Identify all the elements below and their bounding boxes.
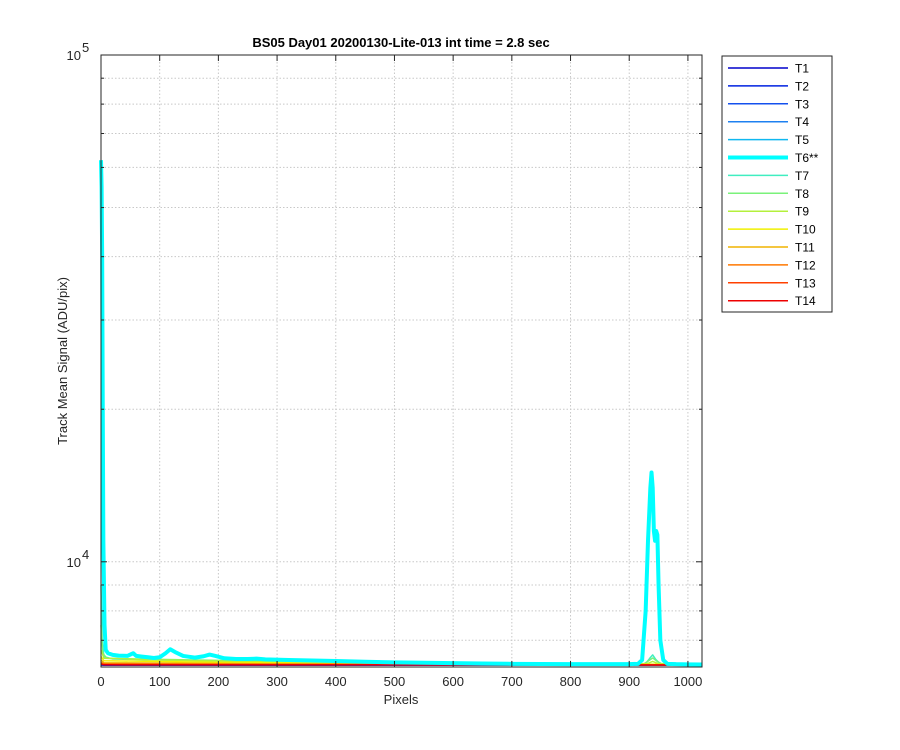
x-tick-label: 700 <box>501 674 523 689</box>
legend-item: T8 <box>728 187 809 201</box>
legend-label: T8 <box>795 187 809 201</box>
legend-label: T7 <box>795 169 809 183</box>
legend-label: T11 <box>795 241 815 255</box>
x-tick-label: 400 <box>325 674 347 689</box>
legend-item: T5 <box>728 133 809 147</box>
legend-label: T6** <box>795 151 819 165</box>
legend-label: T14 <box>795 294 816 308</box>
legend-item: T11 <box>728 241 815 255</box>
grid <box>100 55 702 667</box>
legend-item: T7 <box>728 169 809 183</box>
x-tick-label: 200 <box>208 674 230 689</box>
x-tick-label: 100 <box>149 674 171 689</box>
y-axis-label: Track Mean Signal (ADU/pix) <box>55 277 70 445</box>
legend-item: T2 <box>728 79 809 93</box>
legend-label: T1 <box>795 62 809 76</box>
legend-box <box>721 55 833 313</box>
x-tick-label: 600 <box>442 674 464 689</box>
legend-item: T9 <box>728 205 809 219</box>
series-line-t6 <box>99 160 703 667</box>
legend-item: T10 <box>728 223 816 237</box>
x-tick-label: 500 <box>384 674 406 689</box>
legend-label: T13 <box>795 276 816 290</box>
legend-item: T4 <box>728 115 809 129</box>
x-tick-label: 300 <box>266 674 288 689</box>
legend-item: T6** <box>728 151 819 165</box>
chart-title: BS05 Day01 20200130-Lite-013 int time = … <box>252 35 549 50</box>
y-tick-exponent: 5 <box>82 40 89 55</box>
x-tick-label: 0 <box>97 674 104 689</box>
legend-label: T2 <box>795 79 809 93</box>
legend-label: T5 <box>795 133 809 147</box>
legend-label: T9 <box>795 205 809 219</box>
legend-label: T4 <box>795 115 809 129</box>
legend-item: T3 <box>728 97 809 111</box>
x-axis-label: Pixels <box>384 692 419 707</box>
legend-item: T13 <box>728 276 816 290</box>
legend-item: T1 <box>728 62 809 76</box>
x-tick-label: 900 <box>618 674 640 689</box>
series-lines <box>99 160 703 667</box>
y-tick-label: 10 <box>67 555 81 570</box>
x-tick-label: 800 <box>560 674 582 689</box>
y-tick-exponent: 4 <box>82 547 89 562</box>
legend-label: T12 <box>795 258 816 272</box>
legend: T1 T2 T3 T4 T5 T6** T7 T8 T9 T10 T11 T12 T13 T14 <box>721 55 833 313</box>
legend-item: T14 <box>728 294 816 308</box>
x-tick-label: 1000 <box>673 674 702 689</box>
legend-item: T12 <box>728 258 816 272</box>
legend-label: T10 <box>795 223 816 237</box>
y-tick-label: 10 <box>67 48 81 63</box>
axes-frame <box>100 54 703 668</box>
series-line-t7 <box>100 584 703 665</box>
legend-label: T3 <box>795 97 809 111</box>
